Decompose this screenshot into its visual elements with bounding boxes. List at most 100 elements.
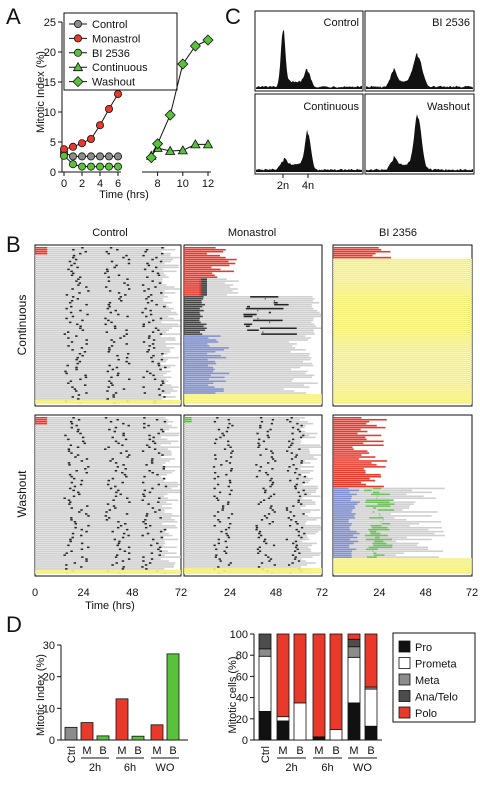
- panel-a-xtick-label: 12: [202, 178, 214, 190]
- panel-b-lane-segment: [86, 313, 89, 316]
- panel-b-lane-segment: [108, 509, 112, 511]
- panel-d-left-bar: [150, 724, 164, 741]
- panel-b-lane-segment: [128, 501, 131, 503]
- panel-b-lane-segment: [184, 364, 208, 367]
- panel-b-lane-segment: [69, 487, 72, 490]
- panel-b-lane-segment: [35, 288, 181, 290]
- panel-b-lane-segment: [333, 323, 472, 326]
- panel-b-lane-segment: [161, 430, 165, 433]
- panel-b-lane-segment: [333, 522, 352, 525]
- panel-b-lane-segment: [333, 436, 366, 439]
- panel-b-lane-segment: [117, 442, 120, 445]
- panel-b-lane-segment: [111, 436, 114, 439]
- panel-b-lane-segment: [333, 458, 359, 460]
- panel-b-lane-segment: [143, 495, 146, 498]
- panel-b-lane-segment: [74, 522, 78, 525]
- panel-b-lane-segment: [155, 266, 158, 269]
- panel-b-lane-segment: [63, 333, 67, 335]
- panel-b-lane-segment: [368, 528, 390, 531]
- panel-b-lane-segment: [365, 505, 391, 507]
- panel-b-lane-segment: [35, 272, 164, 275]
- panel-b-lane-segment: [77, 394, 81, 396]
- panel-b-lane-segment: [264, 298, 266, 300]
- panel-d-bar-charts: Mitotic Index (%) Mitotic cells (%) ProP…: [35, 629, 476, 774]
- panel-b-xtick-label: 48: [420, 587, 432, 599]
- panel-b-lane-segment: [184, 339, 217, 341]
- panel-b-lane-segment: [333, 530, 357, 533]
- panel-b-lane-segment: [105, 519, 109, 521]
- panel-b-lane-segment: [85, 458, 89, 460]
- panel-b-lane-segment: [333, 479, 376, 482]
- panel-b-lane-segment: [68, 503, 71, 505]
- panel-b-lane-segment: [184, 290, 233, 292]
- panel-b-lane-segment: [35, 376, 172, 379]
- panel-b-lane-segment: [184, 386, 215, 388]
- panel-b-lane-segment: [145, 444, 149, 447]
- panel-b-lane-segment: [289, 444, 293, 447]
- panel-b-lane-segment: [258, 546, 261, 549]
- panel-b-lane-segment: [260, 420, 264, 423]
- panel-b-lane-segment: [333, 292, 472, 294]
- panel-b-lane-segment: [265, 448, 268, 450]
- panel-b-lane-segment: [184, 538, 310, 541]
- panel-a-point: [96, 162, 105, 171]
- panel-b-lane-segment: [76, 356, 79, 359]
- panel-b-lane-segment: [161, 382, 165, 384]
- panel-b-lane-segment: [266, 430, 269, 433]
- panel-b-lane-segment: [184, 568, 322, 570]
- panel-b-lane-segment: [71, 532, 75, 535]
- panel-b-lane-segment: [184, 446, 322, 448]
- panel-a-point: [96, 152, 105, 161]
- panel-b-lane-segment: [302, 513, 305, 515]
- panel-b-lane-segment: [230, 468, 233, 470]
- panel-b-lane-segment: [218, 558, 221, 560]
- panel-b-lane-segment: [35, 507, 172, 509]
- panel-b-lane-segment: [70, 422, 74, 425]
- panel-b-lane-segment: [264, 554, 267, 556]
- panel-b-lane-segment: [263, 491, 267, 494]
- panel-b-lane-segment: [69, 444, 73, 447]
- panel-b-lane-segment: [35, 572, 181, 574]
- panel-b-lane-segment: [371, 526, 388, 529]
- panel-b-lane-segment: [258, 532, 261, 535]
- panel-b-lane-segment: [267, 513, 271, 515]
- panel-b-lane-segment: [333, 503, 358, 505]
- panel-b-lane-segment: [35, 428, 170, 431]
- panel-b-lane-segment: [35, 311, 177, 314]
- panel-b-lane-segment: [184, 317, 314, 320]
- panel-b-lane-segment: [35, 434, 179, 437]
- panel-b-lane-segment: [184, 250, 224, 253]
- panel-b-lane-segment: [296, 477, 299, 480]
- panel-b-lane-segment: [128, 454, 131, 456]
- panel-b-lane-segment: [333, 418, 387, 421]
- panel-b-lane-segment: [107, 446, 110, 448]
- panel-b-lane-segment: [35, 436, 162, 439]
- panel-b-lane-segment: [380, 521, 382, 523]
- panel-a-point: [69, 152, 78, 161]
- panel-b-lane-segment: [35, 294, 165, 296]
- panel-b-lane-segment: [85, 558, 88, 560]
- panel-b-lane-segment: [184, 513, 305, 515]
- panel-b-lane-segment: [159, 517, 162, 519]
- panel-b-lane-segment: [82, 440, 85, 443]
- panel-b-lane-segment: [116, 554, 119, 556]
- panel-b-lane-segment: [333, 532, 360, 535]
- panel-b-lane-segment: [35, 536, 164, 539]
- panel-b-lane-segment: [85, 343, 88, 345]
- panel-b-lane-segment: [114, 469, 118, 472]
- panel-b-lane-segment: [157, 329, 160, 331]
- panel-b-lane-segment: [273, 301, 278, 304]
- panel-b-lane-segment: [366, 499, 394, 501]
- panel-a-line-chart: Mitotic Index (%) Time (hrs) Control Mona…: [35, 12, 214, 201]
- panel-b-lane-segment: [35, 252, 48, 255]
- panel-b-lane-segment: [35, 556, 181, 558]
- panel-b-lane-segment: [127, 546, 131, 549]
- panel-b-lane-segment: [35, 384, 172, 386]
- panel-b-lane-segment: [333, 570, 472, 572]
- panel-b-lane-segment: [333, 317, 472, 320]
- panel-b-lane-segment: [333, 426, 386, 429]
- panel-b-lane-segment: [333, 572, 472, 574]
- panel-a-legend-box: [63, 12, 178, 91]
- panel-b-lane-segment: [184, 358, 208, 361]
- panel-b-lane-segment: [298, 473, 301, 476]
